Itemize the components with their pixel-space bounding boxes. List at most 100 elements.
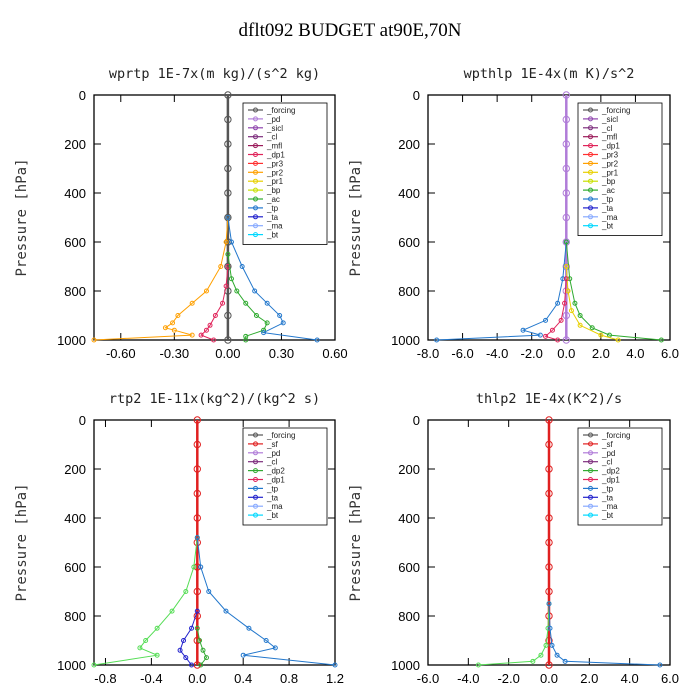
- legend-marker: [253, 441, 258, 447]
- data-point: [562, 164, 570, 173]
- y-tick-label: 400: [64, 186, 86, 201]
- data-point: [562, 213, 570, 222]
- y-tick-label: 800: [398, 609, 420, 624]
- legend-label: _tp: [266, 484, 279, 493]
- legend-label: _pr3: [266, 159, 284, 168]
- data-point: [170, 320, 176, 326]
- legend-marker: [588, 468, 593, 474]
- data-point: [562, 287, 570, 295]
- figure-title: dflt092 BUDGET at90E,70N: [238, 20, 462, 41]
- legend-label: _pd: [601, 449, 615, 458]
- legend-label: _ta: [266, 213, 279, 222]
- legend-label: _cl: [266, 133, 277, 142]
- data-point: [175, 313, 181, 318]
- y-tick-label: 0: [413, 88, 420, 103]
- legend-marker: [588, 178, 593, 184]
- data-point: [543, 333, 549, 339]
- legend-marker: [253, 160, 258, 166]
- x-tick-label: 2.0: [580, 671, 598, 686]
- data-point: [243, 300, 249, 306]
- y-tick-label: 400: [64, 511, 86, 526]
- series-line-pr1: [565, 266, 619, 341]
- legend-marker: [588, 214, 593, 220]
- data-point: [555, 337, 561, 343]
- legend-marker: [588, 450, 593, 456]
- series-line-tp: [196, 537, 336, 666]
- legend-marker: [588, 143, 593, 149]
- data-point: [189, 332, 195, 338]
- y-tick-label: 200: [64, 137, 86, 152]
- legend-label: _sicl: [601, 115, 618, 124]
- x-tick-label: 0.4: [234, 671, 252, 686]
- legend-marker: [588, 169, 593, 175]
- data-point: [568, 308, 574, 314]
- data-point: [252, 288, 258, 294]
- legend-marker: [253, 232, 258, 238]
- legend-label: _dp2: [601, 467, 620, 476]
- data-point: [549, 327, 555, 333]
- data-point: [200, 647, 206, 653]
- data-point: [538, 652, 544, 658]
- data-point: [224, 336, 232, 344]
- data-point: [263, 638, 269, 643]
- legend-label: _pd: [266, 115, 280, 124]
- data-point: [220, 300, 226, 306]
- data-point: [224, 91, 232, 99]
- y-tick-label: 400: [398, 186, 420, 201]
- panel-title: rtp2 1E-11x(kg^2)/(kg^2 s): [109, 391, 320, 407]
- data-point: [203, 655, 209, 661]
- data-point: [194, 535, 200, 541]
- data-point: [549, 642, 555, 648]
- y-tick-label: 1000: [57, 333, 86, 348]
- x-tick-label: 0.00: [215, 346, 240, 361]
- series-line-dp2: [196, 628, 208, 666]
- y-tick-label: 600: [398, 560, 420, 575]
- data-point: [207, 322, 213, 328]
- legend-marker: [253, 116, 258, 122]
- legend-label: _ta: [601, 204, 614, 213]
- data-point: [657, 662, 663, 668]
- legend-label: _pr3: [601, 151, 619, 160]
- y-tick-label: 200: [398, 462, 420, 477]
- panel-thlp2: thlp2 1E-4x(K^2)/s Pressure [hPa] 0 200 400 6…: [348, 391, 679, 686]
- x-tick-label: -0.8: [94, 671, 116, 686]
- series-line-pr2: [93, 217, 229, 341]
- legend-marker: [588, 485, 593, 491]
- y-tick-label: 0: [413, 413, 420, 428]
- x-tick-label: 0.0: [557, 346, 575, 361]
- data-point: [224, 115, 232, 124]
- legend-label: _pr2: [266, 168, 284, 177]
- legend-label: _cl: [266, 458, 277, 467]
- data-point: [615, 337, 621, 343]
- data-point: [658, 337, 664, 343]
- legend-label: _forcing: [601, 106, 630, 115]
- legend-marker: [588, 152, 593, 157]
- data-point: [546, 601, 552, 607]
- data-point: [332, 662, 338, 668]
- data-point: [272, 645, 278, 651]
- data-point: [169, 608, 175, 614]
- data-point: [189, 300, 195, 306]
- y-tick-label: 600: [64, 235, 86, 250]
- legend-label: _tp: [601, 195, 614, 204]
- x-tick-label: 0.0: [188, 671, 206, 686]
- legend-label: _ta: [266, 493, 279, 502]
- legend-label: _bt: [601, 511, 614, 520]
- data-point: [545, 636, 553, 645]
- y-axis-label: Pressure [hPa]: [14, 158, 30, 276]
- y-tick-label: 1000: [57, 658, 86, 673]
- data-point: [194, 608, 200, 614]
- data-point: [177, 647, 183, 653]
- data-point: [194, 625, 200, 631]
- data-point: [545, 587, 553, 596]
- data-point: [589, 325, 595, 331]
- series-line-dp1: [544, 278, 567, 341]
- data-point: [558, 317, 564, 323]
- data-point: [563, 276, 569, 282]
- legend-marker: [588, 432, 593, 438]
- legend-marker: [253, 432, 258, 438]
- legend-label: _ac: [266, 195, 280, 204]
- legend-marker: [588, 512, 593, 518]
- data-point: [143, 638, 149, 643]
- data-point: [554, 652, 560, 658]
